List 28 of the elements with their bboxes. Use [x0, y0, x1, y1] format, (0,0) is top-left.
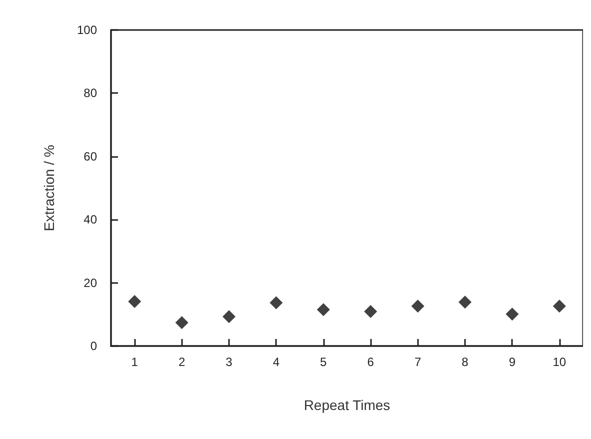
y-tick-label: 20	[84, 276, 98, 290]
y-axis-title: Extraction / %	[41, 144, 57, 232]
x-tick-label: 10	[552, 355, 566, 369]
point	[128, 294, 142, 308]
x-axis-title: Repeat Times	[304, 397, 390, 413]
point	[316, 303, 330, 316]
x-tick-label: 2	[178, 355, 186, 369]
point	[270, 296, 283, 310]
point	[411, 300, 424, 313]
y-tick-label: 60	[84, 149, 98, 164]
x-tick-label: 1	[131, 355, 138, 369]
y-tick-label: 40	[84, 212, 98, 227]
x-tick-label: 5	[320, 355, 328, 369]
x-tick-label: 4	[272, 355, 280, 369]
point	[458, 296, 472, 309]
point	[552, 300, 566, 313]
point	[175, 316, 188, 330]
point	[222, 310, 236, 324]
point	[364, 305, 378, 318]
y-tick-label: 100	[76, 23, 98, 37]
x-tick-label: 9	[508, 355, 516, 369]
y-tick-label: 80	[84, 86, 98, 100]
x-tick-label: 3	[226, 355, 233, 369]
y-tick-label: 0	[90, 339, 98, 353]
x-tick-label: 7	[414, 355, 422, 369]
x-tick-label: 6	[367, 355, 374, 369]
point	[506, 308, 519, 321]
x-tick-label: 8	[462, 355, 469, 369]
